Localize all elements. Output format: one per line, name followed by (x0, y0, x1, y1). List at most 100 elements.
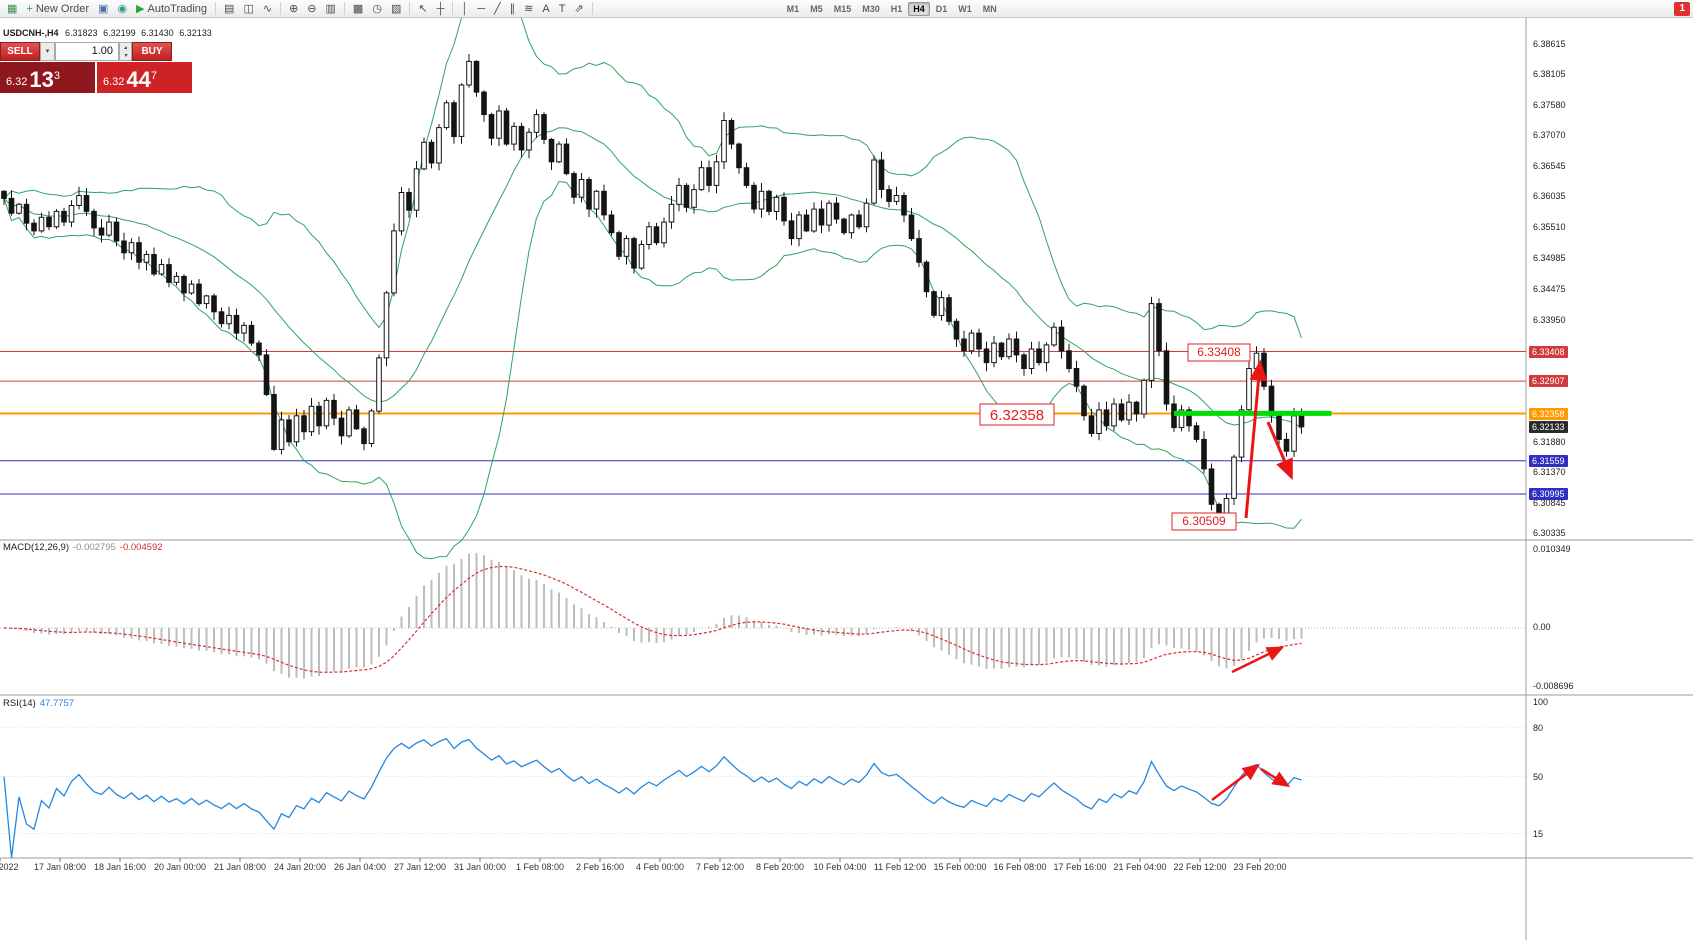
timeframe-h4[interactable]: H4 (908, 1, 930, 16)
zoom-in-icon[interactable]: ⊕ (285, 1, 302, 17)
lot-stepper[interactable]: ▴ ▾ (119, 42, 132, 61)
sounds-icon: ◉ (117, 2, 128, 15)
close-value: 6.32133 (179, 28, 212, 38)
timeframe-m15[interactable]: M15 (833, 3, 852, 14)
drawn-arrow[interactable] (1211, 763, 1260, 801)
symbol-period: USDCNH-,H4 (3, 28, 59, 38)
auto-scroll-icon[interactable]: ◷ (368, 1, 386, 17)
cursor-icon[interactable]: ↖ (414, 1, 431, 17)
price-annotation[interactable]: 6.33408 (1187, 343, 1251, 362)
drawn-arrow[interactable] (1260, 767, 1291, 787)
new-order-button-label: New Order (35, 2, 90, 15)
profiles-icon[interactable]: ▣ (94, 1, 112, 17)
time-label: 4 Feb 00:00 (635, 862, 685, 872)
price-tick: 6.34475 (1533, 284, 1566, 294)
time-label: 17 Jan 08:00 (33, 862, 87, 872)
timeframe-mn[interactable]: MN (982, 3, 997, 14)
toolbar-separator (452, 2, 454, 15)
crosshair-icon[interactable]: ┼ (433, 1, 449, 17)
price-axis[interactable]: 6.38615 6.38105 6.37580 6.37070 6.36545 6.360… (1527, 18, 1693, 940)
sell-price-pip: 3 (53, 70, 61, 82)
time-label: 27 Jan 12:00 (393, 862, 447, 872)
new-order-button[interactable]: + New Order (22, 1, 93, 17)
timeframe-d1[interactable]: D1 (935, 3, 948, 14)
price-tick: 6.36035 (1533, 191, 1566, 201)
time-label: 2 Feb 16:00 (575, 862, 625, 872)
time-label: 21 Jan 08:00 (213, 862, 267, 872)
price-badge-red: 6.32907 (1529, 375, 1568, 387)
macd-pane-label: MACD(12,26,9) -0.002795 -0.004592 (3, 542, 163, 553)
price-tick: 6.38105 (1533, 69, 1566, 79)
line-chart-icon: ∿ (262, 2, 273, 15)
autotrading-button-label: AutoTrading (147, 2, 208, 15)
timeframe-m30[interactable]: M30 (862, 3, 880, 14)
open-value: 6.31823 (65, 28, 98, 38)
vertical-line-icon: │ (461, 2, 469, 15)
price-tick: 6.34985 (1533, 253, 1566, 263)
fibonacci-icon: ≋ (524, 2, 534, 15)
macd-tick: 0.00 (1533, 622, 1551, 632)
stepper-up-icon[interactable]: ▴ (123, 44, 127, 51)
time-label: 22 Feb 12:00 (1173, 862, 1227, 872)
line-chart-icon[interactable]: ∿ (259, 1, 276, 17)
time-label: 21 Feb 04:00 (1113, 862, 1167, 872)
price-tick: 6.37580 (1533, 100, 1566, 110)
channel-icon[interactable]: ∥ (506, 1, 520, 17)
price-annotation[interactable]: 6.30509 (1171, 512, 1237, 531)
sell-button[interactable]: SELL (0, 42, 40, 61)
toolbar: ▦ + New Order ▣ ◉ ▶ AutoTrading ▤ ◫ ∿ ⊕ ⊖ ▥ ▩ ◷ ▧ ↖ ┼ │ ─ ╱ ∥… (0, 0, 1693, 18)
new-window-icon[interactable]: ▩ (349, 1, 367, 17)
sell-price-button[interactable]: 6.32 13 3 (0, 62, 95, 93)
buy-price-main: 44 (126, 67, 151, 92)
macd-tick: 0.010349 (1533, 544, 1571, 554)
new-chart-icon[interactable]: ▦ (3, 1, 21, 17)
chart-canvas[interactable]: 6.33408 6.32358 6.30509 (0, 18, 1693, 940)
sell-price-main: 13 (29, 67, 54, 92)
timeframe-h1[interactable]: H1 (890, 3, 903, 14)
text-icon[interactable]: A (538, 1, 553, 17)
price-tick: 6.38615 (1533, 39, 1566, 49)
rsi-pane-label: RSI(14) 47.7757 (3, 698, 74, 709)
templates-icon[interactable]: ▧ (387, 1, 405, 17)
timeframe-bar: M1 M5 M15 M30 H1 H4 D1 W1 MN (782, 1, 1002, 16)
buy-price-button[interactable]: 6.32 44 7 (97, 62, 192, 93)
notification-badge[interactable]: 1 (1674, 1, 1690, 16)
horizontal-line-icon[interactable]: ─ (473, 1, 489, 17)
label-icon[interactable]: T (555, 1, 570, 17)
trendline-icon[interactable]: ╱ (490, 1, 505, 17)
stepper-down-icon[interactable]: ▾ (123, 52, 127, 59)
timeframe-m1[interactable]: M1 (786, 3, 800, 14)
candlestick-chart-icon[interactable]: ◫ (239, 1, 257, 17)
bar-chart-icon[interactable]: ▤ (220, 1, 238, 17)
tile-windows-icon[interactable]: ▥ (322, 1, 340, 17)
chevron-down-icon: ▾ (45, 48, 50, 55)
text-icon: A (542, 2, 550, 15)
time-axis[interactable]: Jan 2022 17 Jan 08:00 18 Jan 16:00 20 Jan 0… (0, 862, 1530, 876)
sounds-icon[interactable]: ◉ (113, 1, 131, 17)
lot-size-input[interactable]: 1.00 (55, 42, 119, 61)
vertical-line-icon[interactable]: │ (457, 1, 472, 17)
time-label: 20 Jan 00:00 (153, 862, 207, 872)
time-label: 8 Feb 20:00 (755, 862, 805, 872)
drawn-arrow[interactable] (1231, 646, 1285, 674)
fibonacci-icon[interactable]: ≋ (520, 1, 537, 17)
drawn-arrow[interactable] (1244, 359, 1268, 519)
timeframe-m5[interactable]: M5 (810, 3, 823, 14)
order-type-dropdown[interactable]: ▾ (40, 42, 55, 61)
sell-price-prefix: 6.32 (6, 76, 28, 88)
timeframe-w1[interactable]: W1 (958, 3, 972, 14)
buy-price-pip: 7 (150, 70, 158, 82)
price-tick: 6.37070 (1533, 130, 1566, 140)
crosshair-icon: ┼ (436, 2, 445, 15)
drawn-arrow[interactable] (1266, 421, 1293, 481)
chart-window[interactable]: 6.33408 6.32358 6.30509 USDCNH-,H4 6.31823… (0, 18, 1693, 940)
zoom-out-icon[interactable]: ⊖ (303, 1, 320, 17)
price-annotation[interactable]: 6.32358 (979, 403, 1055, 426)
svg-text:6.33408: 6.33408 (1197, 345, 1241, 359)
arrows-icon[interactable]: ⇗ (570, 1, 587, 17)
price-badge-red: 6.33408 (1529, 346, 1568, 358)
autotrading-button[interactable]: ▶ AutoTrading (132, 1, 211, 17)
svg-text:6.30509: 6.30509 (1182, 514, 1226, 528)
buy-button[interactable]: BUY (132, 42, 172, 61)
macd-histogram (10, 553, 1303, 679)
